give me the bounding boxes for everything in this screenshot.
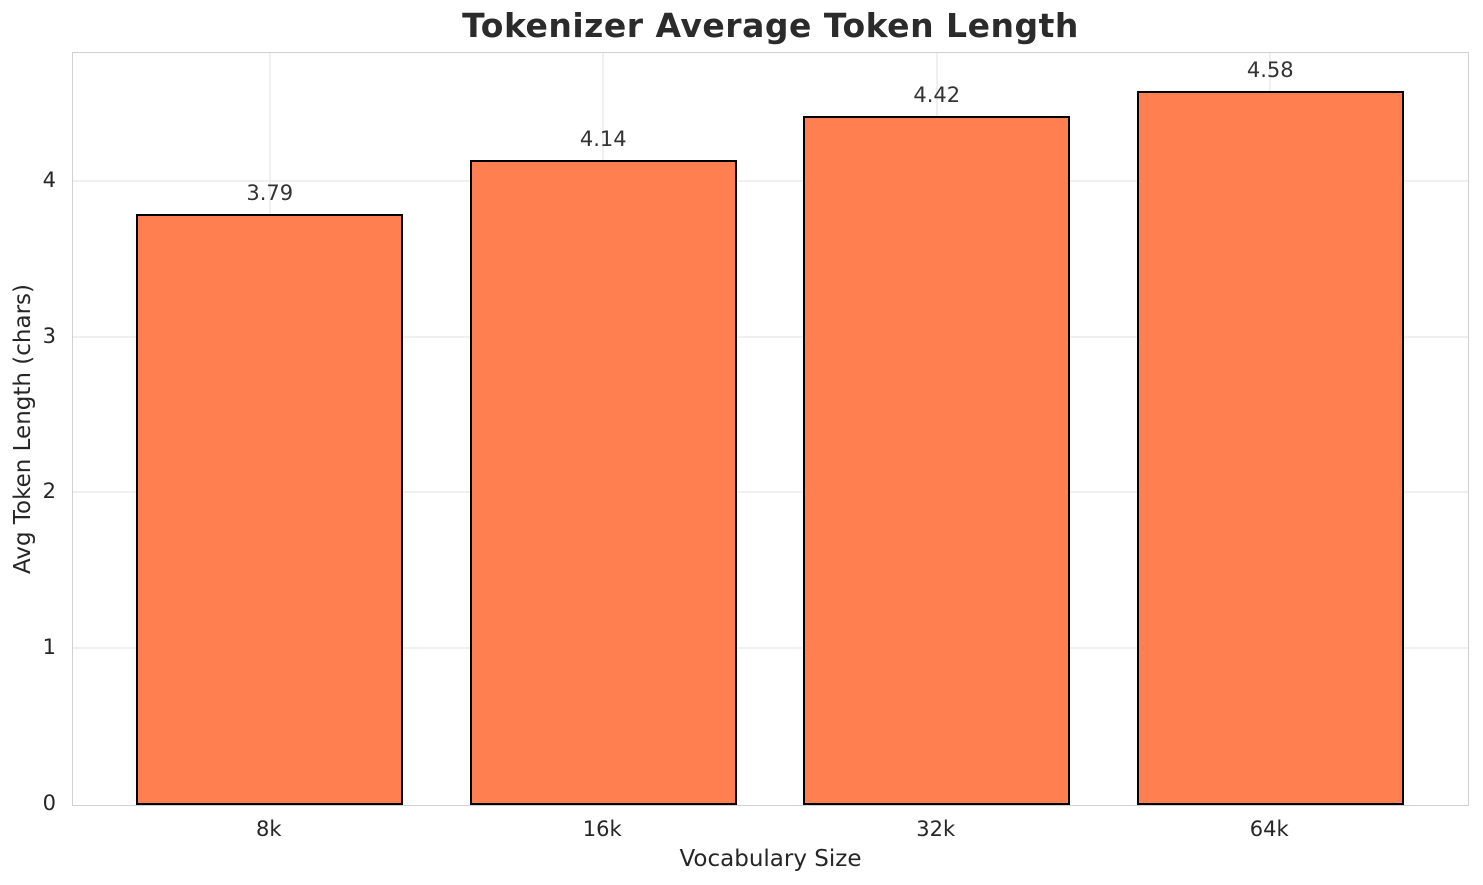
x-tick-label: 16k	[582, 817, 622, 841]
y-axis-label: Avg Token Length (chars)	[10, 284, 36, 575]
grid-line-horizontal	[73, 335, 1468, 338]
x-tick-label: 32k	[916, 817, 956, 841]
bar	[803, 116, 1071, 805]
bar-value-label: 3.79	[246, 181, 294, 206]
x-tick-label: 8k	[255, 817, 282, 841]
bar	[1136, 91, 1404, 805]
plot-area: 3.79 4.14 4.42 4.58	[72, 52, 1469, 806]
grid-line-horizontal	[73, 179, 1468, 182]
bar-value-label: 4.42	[913, 83, 961, 108]
chart-title: Tokenizer Average Token Length	[462, 6, 1079, 45]
bar	[469, 159, 737, 805]
x-axis-label: Vocabulary Size	[679, 846, 862, 872]
x-tick-label: 64k	[1249, 817, 1289, 841]
y-tick-label: 0	[42, 791, 56, 815]
bar-value-label: 4.58	[1246, 58, 1294, 83]
y-tick-label: 4	[42, 167, 56, 192]
y-tick-label: 1	[42, 635, 56, 660]
bar	[136, 214, 404, 805]
bar-value-label: 4.14	[579, 126, 627, 151]
grid-line-horizontal	[73, 491, 1468, 494]
y-tick-label: 3	[42, 323, 56, 348]
y-tick-label: 2	[42, 479, 56, 504]
grid-line-horizontal	[73, 647, 1468, 650]
